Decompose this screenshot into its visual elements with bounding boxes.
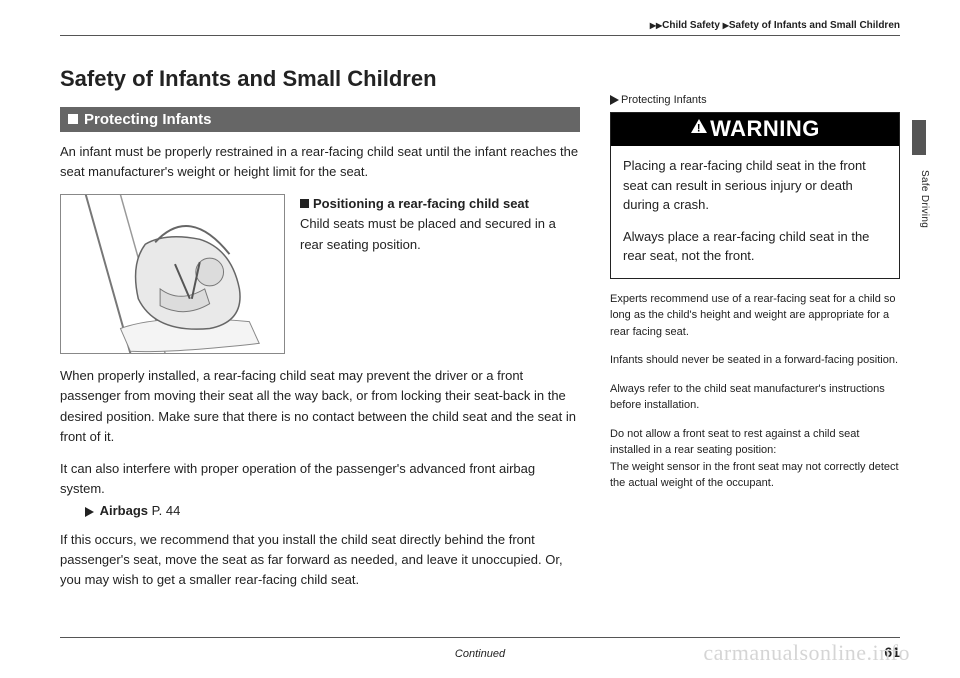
- paragraph-4: If this occurs, we recommend that you in…: [60, 530, 580, 590]
- top-rule: [60, 35, 900, 36]
- side-vertical-label: Safe Driving: [919, 170, 930, 228]
- paragraph-2: When properly installed, a rear-facing c…: [60, 366, 580, 447]
- main-column: Safety of Infants and Small Children Pro…: [60, 66, 580, 603]
- child-seat-illustration-icon: [61, 194, 284, 354]
- subhead-text: Protecting Infants: [84, 111, 212, 128]
- note-1: Experts recommend use of a rear-facing s…: [610, 291, 900, 341]
- figure-text: Positioning a rear-facing child seat Chi…: [300, 194, 580, 354]
- side-arrow-icon: [610, 95, 619, 105]
- page-footer: Continued 61: [60, 637, 900, 660]
- note-4a: Do not allow a front seat to rest agains…: [610, 428, 859, 457]
- note-4b: The weight sensor in the front seat may …: [610, 461, 899, 490]
- figure-row: Positioning a rear-facing child seat Chi…: [60, 194, 580, 354]
- warning-label: WARNING: [710, 116, 820, 141]
- breadcrumb: ▶▶Child Safety ▶Safety of Infants and Sm…: [650, 20, 900, 31]
- side-column: Protecting Infants ! WARNING Placing a r…: [610, 66, 900, 603]
- breadcrumb-part-b: Safety of Infants and Small Children: [729, 20, 900, 31]
- warning-paragraph-2: Always place a rear-facing child seat in…: [623, 227, 887, 266]
- warning-triangle-icon: !: [690, 114, 708, 140]
- warning-header: ! WARNING: [611, 113, 899, 146]
- section-subhead: Protecting Infants: [60, 107, 580, 132]
- page-container: ▶▶Child Safety ▶Safety of Infants and Sm…: [0, 0, 960, 678]
- warning-body: Placing a rear-facing child seat in the …: [611, 146, 899, 278]
- square-bullet-icon: [300, 199, 309, 208]
- paragraph-1: An infant must be properly restrained in…: [60, 142, 580, 182]
- figure-caption: Child seats must be placed and secured i…: [300, 216, 556, 251]
- square-bullet-icon: [68, 114, 78, 124]
- reference-arrow-icon: [85, 507, 94, 517]
- content-columns: Safety of Infants and Small Children Pro…: [60, 66, 900, 603]
- svg-text:!: !: [697, 123, 701, 135]
- note-2: Infants should never be seated in a forw…: [610, 352, 900, 369]
- side-notes: Experts recommend use of a rear-facing s…: [610, 291, 900, 492]
- reference-label: Airbags: [100, 503, 148, 518]
- side-head-text: Protecting Infants: [621, 94, 707, 106]
- reference-line: Airbags P. 44: [85, 503, 580, 518]
- warning-box: ! WARNING Placing a rear-facing child se…: [610, 112, 900, 279]
- paragraph-3: It can also interfere with proper operat…: [60, 459, 580, 499]
- warning-paragraph-1: Placing a rear-facing child seat in the …: [623, 156, 887, 215]
- figure-title: Positioning a rear-facing child seat: [313, 196, 529, 211]
- continued-label: Continued: [455, 648, 505, 660]
- side-column-heading: Protecting Infants: [610, 94, 900, 106]
- thumb-tab: [912, 120, 926, 155]
- breadcrumb-part-a: Child Safety: [662, 20, 720, 31]
- breadcrumb-arrow-icon: ▶▶: [650, 21, 662, 30]
- figure-illustration: [60, 194, 285, 354]
- reference-page: P. 44: [152, 503, 181, 518]
- page-title: Safety of Infants and Small Children: [60, 66, 580, 92]
- note-4: Do not allow a front seat to rest agains…: [610, 426, 900, 492]
- page-number: 61: [884, 644, 900, 660]
- note-3: Always refer to the child seat manufactu…: [610, 381, 900, 414]
